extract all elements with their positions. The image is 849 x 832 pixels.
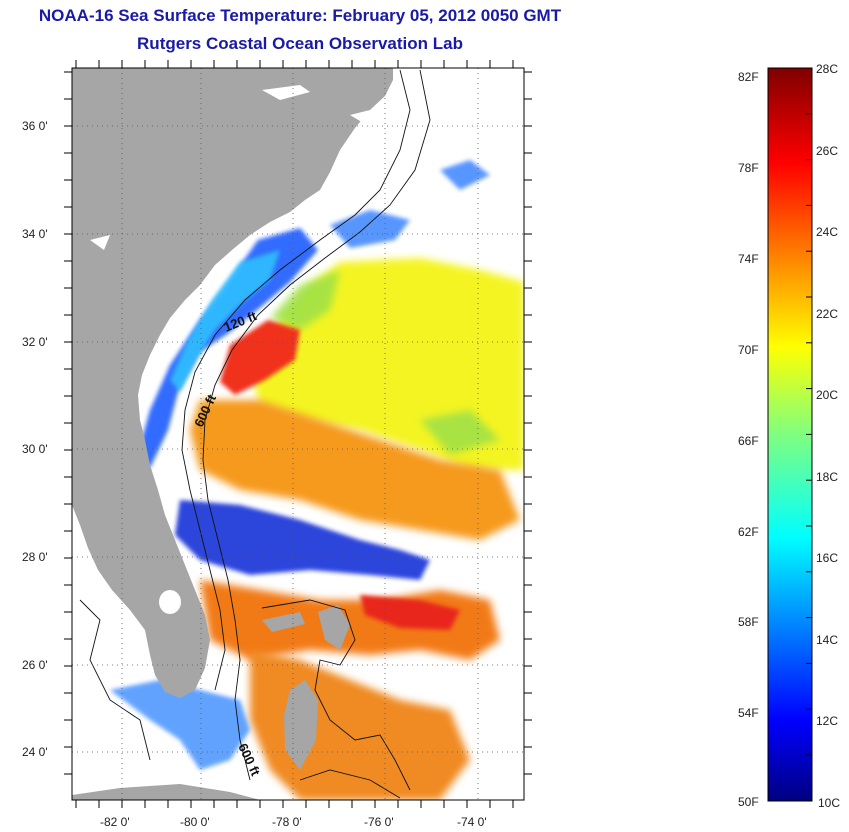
sst-orange-south <box>200 580 500 660</box>
fahrenheit-scale: 82F 78F 74F 70F 66F 62F 58F 54F 50F <box>738 70 759 809</box>
lon-label: -82 0' <box>100 815 130 829</box>
map-subtitle: Rutgers Coastal Ocean Observation Lab <box>137 34 463 53</box>
contour-600ft <box>202 69 431 781</box>
lat-label: 32 0' <box>22 335 48 349</box>
sst-blue-band-28n <box>175 500 430 580</box>
fahrenheit-label: 78F <box>738 161 759 175</box>
celsius-label: 14C <box>816 633 838 647</box>
fahrenheit-label: 62F <box>738 525 759 539</box>
lat-label: 36 0' <box>22 119 48 133</box>
celsius-label: 26C <box>816 144 838 158</box>
lon-label: -74 0' <box>457 815 487 829</box>
celsius-label: 22C <box>816 307 838 321</box>
us-southeast-landmass <box>72 68 393 698</box>
colorbar: 82F 78F 74F 70F 66F 62F 58F 54F 50F 28C … <box>738 62 840 810</box>
sst-orange-central <box>190 400 520 540</box>
contour-gulf <box>79 599 151 761</box>
celsius-label: 20C <box>816 388 838 402</box>
lake-okeechobee <box>159 590 181 614</box>
lon-label: -78 0' <box>272 815 302 829</box>
latitude-axis: 36 0' 34 0' 32 0' 30 0' 28 0' 26 0' 24 0… <box>22 119 48 759</box>
celsius-label: 18C <box>816 470 838 484</box>
celsius-label: 10C <box>818 796 840 810</box>
sst-nearshore-blue-band <box>136 228 318 468</box>
celsius-scale: 28C 26C 24C 22C 20C 18C 16C 14C 12C 10C <box>816 62 840 810</box>
fahrenheit-label: 50F <box>738 795 759 809</box>
abaco-island <box>318 605 350 650</box>
cuba-landmass <box>72 784 260 800</box>
colorbar-gradient <box>767 67 813 802</box>
lat-lon-grid <box>72 68 524 800</box>
fahrenheit-label: 54F <box>738 706 759 720</box>
lon-label: -76 0' <box>364 815 394 829</box>
grand-bahama <box>262 612 305 632</box>
celsius-label: 28C <box>816 62 838 76</box>
map-title: NOAA-16 Sea Surface Temperature: Februar… <box>38 6 562 25</box>
fahrenheit-label: 58F <box>738 615 759 629</box>
bathymetry-contours <box>79 69 431 799</box>
lon-label: -80 0' <box>180 815 210 829</box>
fahrenheit-label: 66F <box>738 434 759 448</box>
sst-shelf-cyan <box>170 250 280 392</box>
andros-island <box>284 680 318 770</box>
fahrenheit-label: 70F <box>738 343 759 357</box>
fahrenheit-label: 82F <box>738 70 759 84</box>
contour-120ft <box>181 69 411 691</box>
lat-label: 30 0' <box>22 442 48 456</box>
sst-northeast-patches <box>330 160 490 248</box>
celsius-label: 24C <box>816 225 838 239</box>
sst-data-layer <box>110 160 524 800</box>
sst-florida-straits-blue <box>110 680 250 770</box>
lat-label: 24 0' <box>22 745 48 759</box>
fahrenheit-label: 74F <box>738 252 759 266</box>
sst-map: 120 ft 600 ft 600 ft <box>72 68 524 800</box>
celsius-label: 16C <box>816 551 838 565</box>
celsius-label: 12C <box>816 714 838 728</box>
map-frame <box>71 67 525 801</box>
land-mask <box>72 68 393 800</box>
axis-ticks <box>64 60 532 808</box>
lat-label: 34 0' <box>22 227 48 241</box>
colorbar-ticks <box>806 67 812 802</box>
sst-green-patches <box>270 270 500 455</box>
longitude-axis: -82 0' -80 0' -78 0' -76 0' -74 0' <box>100 815 487 829</box>
lat-label: 28 0' <box>22 550 48 564</box>
lat-label: 26 0' <box>22 658 48 672</box>
